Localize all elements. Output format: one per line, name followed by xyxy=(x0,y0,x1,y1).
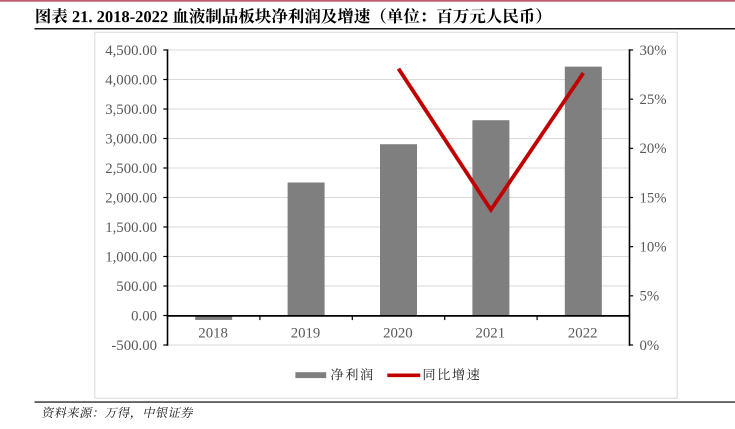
svg-text:30%: 30% xyxy=(640,43,667,59)
svg-text:500.00: 500.00 xyxy=(116,279,157,295)
svg-text:3,500.00: 3,500.00 xyxy=(105,102,157,118)
svg-text:25%: 25% xyxy=(640,92,667,108)
svg-text:2018: 2018 xyxy=(198,325,228,341)
svg-text:0%: 0% xyxy=(640,338,660,354)
svg-text:1,000.00: 1,000.00 xyxy=(105,249,157,265)
svg-text:3,000.00: 3,000.00 xyxy=(105,131,157,147)
svg-text:4,000.00: 4,000.00 xyxy=(105,72,157,88)
svg-text:2021: 2021 xyxy=(476,325,506,341)
svg-text:1,500.00: 1,500.00 xyxy=(105,220,157,236)
svg-text:15%: 15% xyxy=(640,190,667,206)
svg-text:-500.00: -500.00 xyxy=(111,338,157,354)
svg-text:0.00: 0.00 xyxy=(131,308,157,324)
svg-text:10%: 10% xyxy=(640,240,667,256)
svg-text:20%: 20% xyxy=(640,141,667,157)
svg-text:4,500.00: 4,500.00 xyxy=(105,43,157,59)
svg-text:2,500.00: 2,500.00 xyxy=(105,161,157,177)
svg-text:2022: 2022 xyxy=(568,325,598,341)
svg-text:2020: 2020 xyxy=(383,325,413,341)
svg-text:2,000.00: 2,000.00 xyxy=(105,190,157,206)
svg-text:5%: 5% xyxy=(640,289,660,305)
svg-text:2019: 2019 xyxy=(291,325,321,341)
